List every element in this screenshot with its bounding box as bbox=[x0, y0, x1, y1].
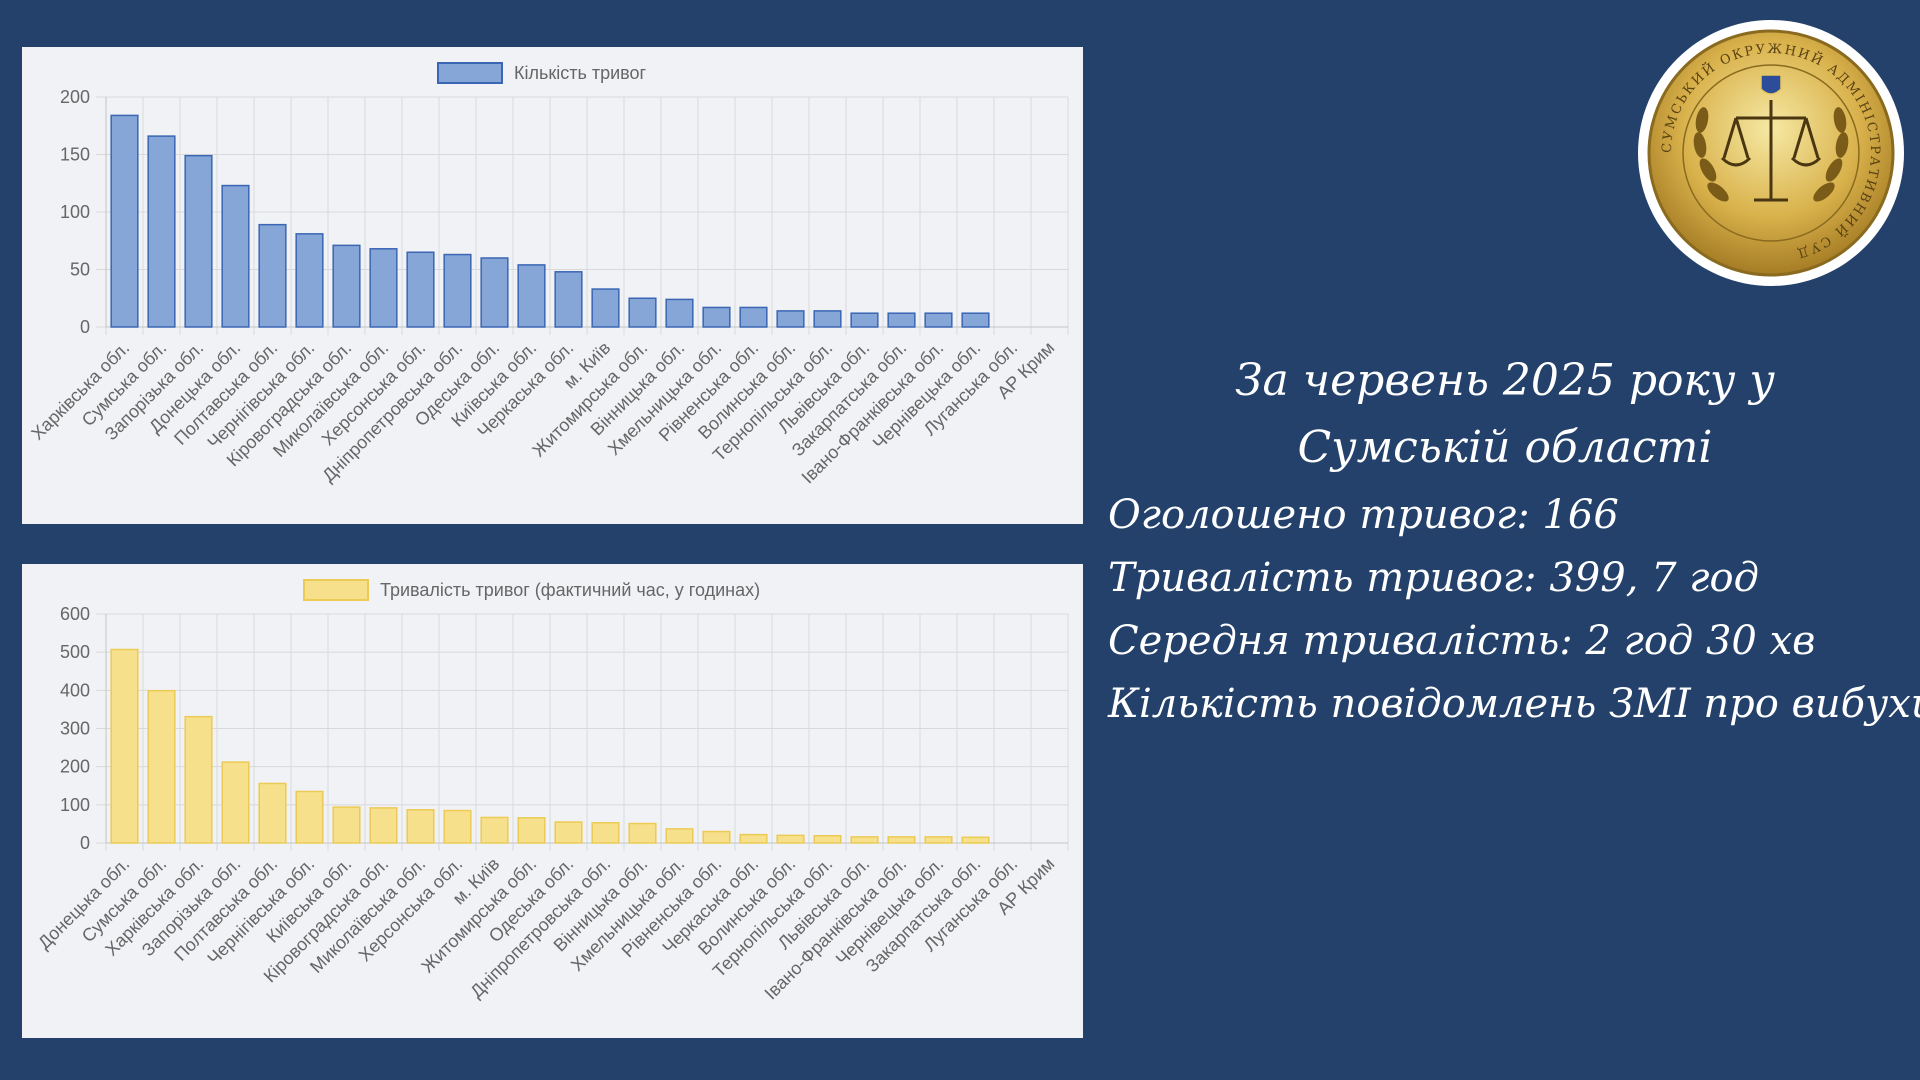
y-tick-label: 500 bbox=[60, 642, 90, 662]
y-tick-label: 600 bbox=[60, 604, 90, 624]
y-tick-label: 50 bbox=[70, 260, 90, 280]
bar bbox=[628, 822, 657, 844]
y-tick-label: 300 bbox=[60, 719, 90, 739]
stat-media-reports: Кількість повідомлень ЗМІ про вибухи: 37 bbox=[1108, 681, 1920, 727]
stat-alarms-announced: Оголошено тривог: 166 bbox=[1108, 492, 1619, 538]
y-tick-label: 0 bbox=[80, 833, 90, 853]
chart-alarm-duration: Тривалість тривог (фактичний час, у годи… bbox=[22, 564, 1083, 1038]
y-tick-label: 100 bbox=[60, 202, 90, 222]
bar bbox=[369, 807, 398, 844]
bar bbox=[813, 834, 842, 844]
bar bbox=[406, 809, 435, 844]
bar bbox=[628, 297, 657, 328]
bar bbox=[813, 310, 842, 328]
bar bbox=[480, 816, 509, 844]
bar bbox=[332, 244, 361, 328]
chart-legend: Кількість тривог bbox=[437, 62, 647, 84]
bar bbox=[665, 298, 694, 328]
bar bbox=[776, 834, 805, 844]
bar bbox=[443, 253, 472, 328]
bar bbox=[924, 836, 953, 844]
bar bbox=[887, 836, 916, 844]
legend-label: Кількість тривог bbox=[514, 63, 647, 83]
bar bbox=[332, 806, 361, 844]
legend-label: Тривалість тривог (фактичний час, у годи… bbox=[380, 580, 760, 600]
bar bbox=[591, 822, 620, 844]
bar bbox=[480, 257, 509, 328]
chart-legend: Тривалість тривог (фактичний час, у годи… bbox=[303, 579, 760, 601]
legend-swatch bbox=[303, 579, 369, 601]
bar bbox=[739, 833, 768, 844]
bar bbox=[702, 830, 731, 844]
bar bbox=[554, 821, 583, 844]
summary-title-line-2: Сумській області bbox=[1297, 422, 1713, 473]
bar bbox=[258, 782, 287, 844]
bar bbox=[850, 312, 879, 328]
stat-alarm-duration: Тривалість тривог: 399, 7 год bbox=[1108, 555, 1759, 601]
bar bbox=[369, 248, 398, 328]
bar bbox=[665, 828, 694, 844]
bar bbox=[258, 223, 287, 328]
bar bbox=[924, 312, 953, 328]
y-tick-label: 0 bbox=[80, 317, 90, 337]
bar bbox=[110, 648, 139, 844]
court-emblem: СУМСЬКИЙ ОКРУЖНИЙ АДМІНІСТРАТИВНИЙ СУД bbox=[1638, 20, 1904, 286]
chart-alarm-count: Кількість тривог 0 50 100 150 200 Харківська о… bbox=[22, 47, 1083, 524]
y-tick-label: 400 bbox=[60, 680, 90, 700]
bar bbox=[221, 184, 250, 328]
bar bbox=[147, 135, 176, 328]
bar bbox=[184, 154, 213, 328]
y-tick-label: 150 bbox=[60, 145, 90, 165]
bar bbox=[184, 715, 213, 844]
bar bbox=[110, 114, 139, 328]
bar bbox=[295, 233, 324, 328]
bar bbox=[702, 306, 731, 328]
bar bbox=[147, 689, 176, 844]
y-tick-label: 100 bbox=[60, 795, 90, 815]
bar bbox=[887, 312, 916, 328]
bar bbox=[739, 306, 768, 328]
bar bbox=[443, 809, 472, 844]
stat-average-duration: Середня тривалість: 2 год 30 хв bbox=[1108, 618, 1816, 664]
bar bbox=[221, 761, 250, 844]
bar bbox=[591, 288, 620, 328]
bar bbox=[517, 817, 546, 844]
bar bbox=[406, 251, 435, 328]
court-emblem-icon: СУМСЬКИЙ ОКРУЖНИЙ АДМІНІСТРАТИВНИЙ СУД bbox=[1643, 25, 1899, 281]
bar bbox=[517, 264, 546, 328]
bar bbox=[554, 271, 583, 328]
alarm-duration-chart-svg: Тривалість тривог (фактичний час, у годи… bbox=[34, 579, 1069, 1004]
y-tick-label: 200 bbox=[60, 87, 90, 107]
bar bbox=[295, 790, 324, 844]
bar bbox=[961, 836, 990, 844]
y-tick-label: 200 bbox=[60, 757, 90, 777]
legend-swatch bbox=[437, 62, 503, 84]
bar bbox=[850, 836, 879, 844]
bar bbox=[961, 312, 990, 328]
bar bbox=[776, 310, 805, 328]
summary-title-line-1: За червень 2025 року у bbox=[1235, 355, 1775, 406]
